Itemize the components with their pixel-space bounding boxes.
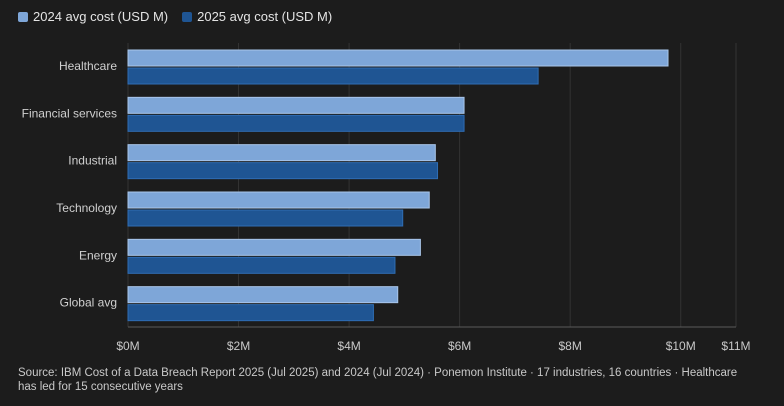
category-label-2: Industrial <box>68 154 117 168</box>
x-tick-label-6: $11M <box>721 339 750 353</box>
x-tick-label-0: $0M <box>116 339 139 353</box>
category-label-4: Energy <box>79 248 117 262</box>
x-tick-label-4: $8M <box>559 339 582 353</box>
legend-swatch-2025 <box>182 11 193 22</box>
bar-2025-3 <box>127 209 404 227</box>
x-tick-label-3: $6M <box>448 339 471 353</box>
legend-item-2024: 2024 avg cost (USD M) <box>18 9 168 24</box>
bar-2024-5 <box>127 286 399 304</box>
category-label-5: Global avg <box>60 296 117 310</box>
bar-2025-4 <box>127 256 396 274</box>
legend-swatch-2024 <box>18 11 28 22</box>
legend-label-2024: 2024 avg cost (USD M) <box>33 9 169 24</box>
bar-2025-1 <box>127 114 465 132</box>
category-label-0: Healthcare <box>59 59 117 73</box>
legend-label-2025: 2025 avg cost (USD M) <box>197 9 333 24</box>
chart-legend: 2024 avg cost (USD M) 2025 avg cost (USD… <box>18 9 332 24</box>
bar-2024-0 <box>127 49 669 67</box>
bar-2024-4 <box>127 238 421 256</box>
bar-2024-2 <box>127 144 436 162</box>
bar-2024-3 <box>127 191 430 209</box>
legend-item-2025: 2025 avg cost (USD M) <box>182 9 332 24</box>
x-tick-label-2: $4M <box>337 339 360 353</box>
bar-2025-0 <box>127 67 539 85</box>
bar-chart: $0M $2M $4M $6M $8M $10M $11M Healthcare Financi… <box>22 43 751 353</box>
bar-2024-1 <box>127 96 465 114</box>
category-label-1: Financial services <box>22 106 117 120</box>
category-label-3: Technology <box>56 201 117 215</box>
bar-2025-5 <box>127 304 374 322</box>
x-tick-label-1: $2M <box>227 339 250 353</box>
x-tick-label-5: $10M <box>666 339 696 353</box>
bar-2025-2 <box>127 162 439 180</box>
source-note: Source: IBM Cost of a Data Breach Report… <box>18 367 738 393</box>
